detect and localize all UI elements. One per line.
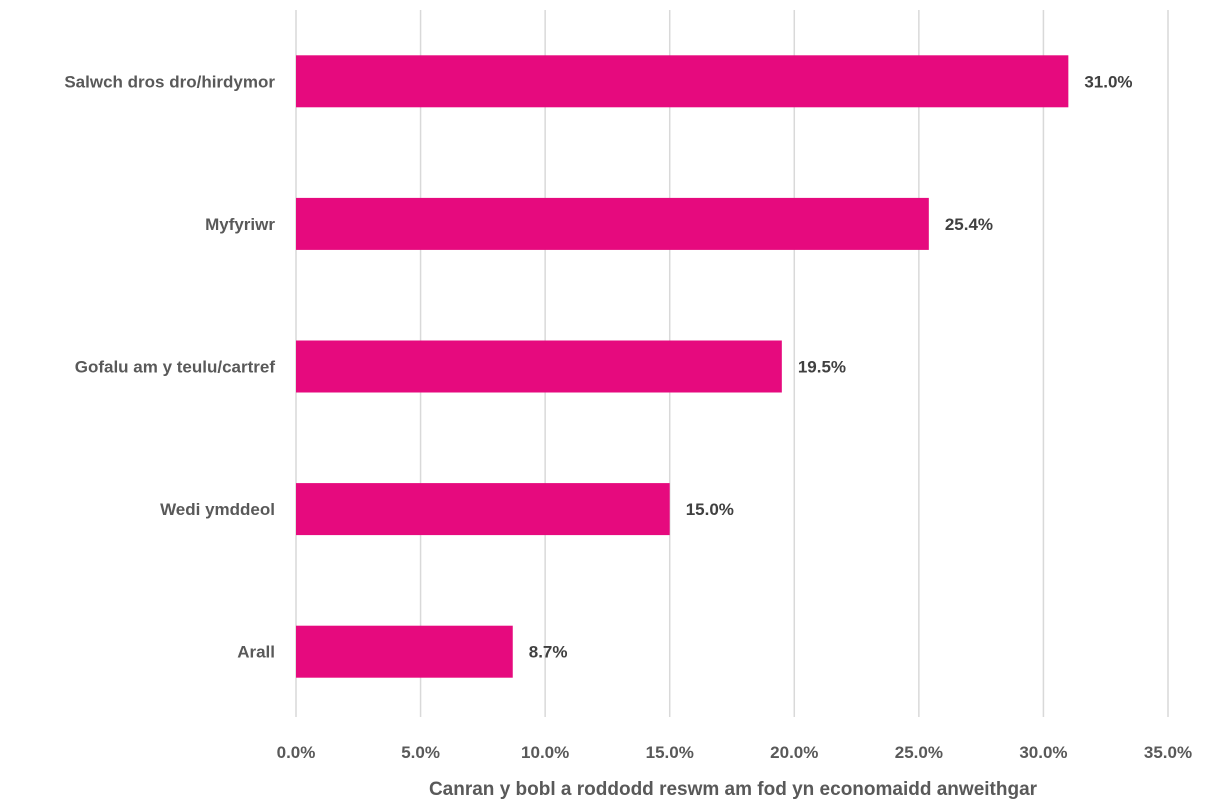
category-labels: Salwch dros dro/hirdymor Myfyriwr Gofalu a…: [64, 72, 275, 661]
data-label: 31.0%: [1084, 72, 1132, 91]
x-tick-label: 10.0%: [521, 743, 569, 762]
category-label: Salwch dros dro/hirdymor: [64, 72, 275, 91]
x-tick-label: 0.0%: [277, 743, 316, 762]
x-axis-title: Canran y bobl a roddodd reswm am fod yn …: [429, 779, 1038, 800]
category-label: Gofalu am y teulu/cartref: [75, 358, 276, 377]
bar: [296, 55, 1069, 108]
category-label: Myfyriwr: [205, 215, 275, 234]
data-label: 8.7%: [529, 643, 568, 662]
category-label: Wedi ymddeol: [160, 500, 275, 519]
bar: [296, 197, 929, 250]
bar: [296, 625, 513, 678]
x-tick-label: 5.0%: [401, 743, 440, 762]
data-labels: 31.0% 25.4% 19.5% 15.0% 8.7%: [529, 72, 1133, 661]
bar: [296, 340, 782, 393]
x-tick-label: 25.0%: [895, 743, 943, 762]
data-label: 15.0%: [686, 500, 734, 519]
x-tick-label: 20.0%: [770, 743, 818, 762]
bar: [296, 483, 670, 536]
x-axis-tick-labels: 0.0% 5.0% 10.0% 15.0% 20.0% 25.0% 30.0% 35.0%: [277, 743, 1192, 762]
x-tick-label: 35.0%: [1144, 743, 1192, 762]
data-label: 19.5%: [798, 358, 846, 377]
data-label: 25.4%: [945, 215, 993, 234]
bars: [296, 55, 1069, 678]
x-tick-label: 15.0%: [646, 743, 694, 762]
x-tick-label: 30.0%: [1019, 743, 1067, 762]
category-label: Arall: [237, 643, 275, 662]
